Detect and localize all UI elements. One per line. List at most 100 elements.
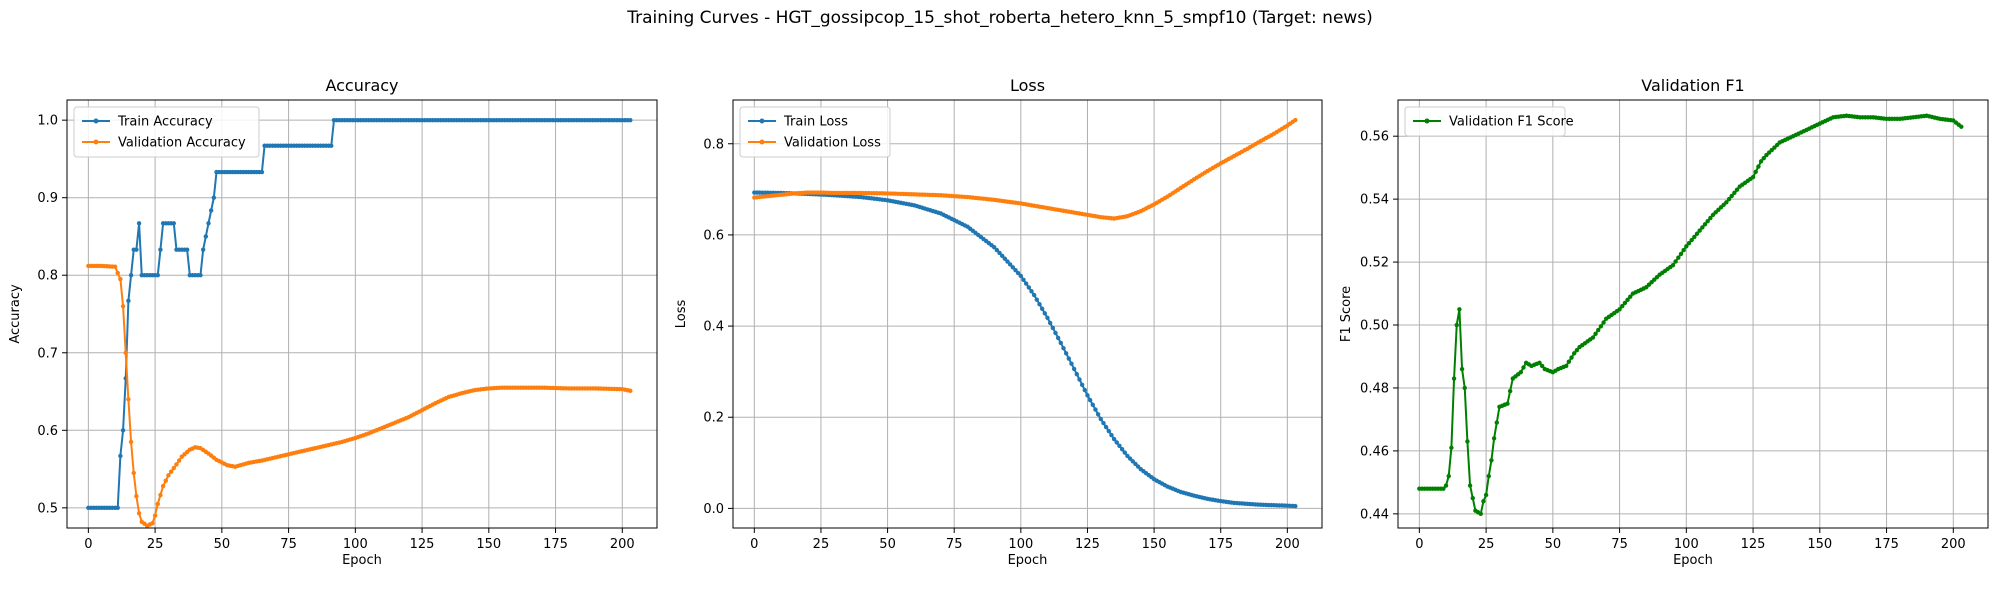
data-point (208, 208, 214, 213)
chart-panel-3: 0 25 50 75 100 125 150 175 200 0.44 0.46 0.48 0.50 0.… (1339, 76, 1989, 568)
data-point (1507, 388, 1513, 394)
data-point (206, 221, 211, 226)
data-point (1446, 473, 1451, 479)
data-point (134, 247, 139, 252)
series-validation-accuracy (86, 263, 633, 528)
data-point (1486, 473, 1491, 479)
data-point (1125, 453, 1130, 459)
legend: Train Accuracy Validation Accuracy (73, 106, 260, 158)
x-tick-label: 125 (1075, 537, 1100, 552)
data-point (166, 473, 171, 478)
y-tick-label: 0.52 (1360, 256, 1389, 271)
data-point (123, 350, 128, 355)
data-point (1481, 499, 1486, 504)
data-point (1066, 356, 1072, 361)
data-point (203, 234, 209, 239)
legend-marker (1424, 118, 1430, 124)
data-point (1069, 361, 1074, 366)
data-point (1702, 222, 1708, 227)
data-point (1053, 330, 1058, 336)
data-point (329, 143, 334, 148)
chart-panel-1: 0 25 50 75 100 125 150 175 200 0.5 0.6 0.7 0.8 0.9 1.0… (8, 76, 658, 568)
data-point (136, 511, 142, 516)
data-point (1063, 351, 1069, 356)
y-tick-label: 0.9 (37, 191, 58, 206)
y-tick-label: 0.56 (1360, 130, 1389, 145)
data-point (1494, 420, 1499, 425)
data-point (1705, 218, 1710, 224)
data-point (160, 483, 166, 489)
data-point (1293, 117, 1298, 123)
legend-marker (759, 139, 765, 145)
data-point (1457, 307, 1462, 312)
x-tick-label: 150 (1807, 537, 1832, 552)
series-train-loss (752, 190, 1298, 509)
data-point (1002, 256, 1008, 261)
data-point (991, 245, 997, 250)
data-point (1678, 251, 1684, 257)
data-point (1103, 424, 1109, 430)
data-point (1750, 174, 1756, 180)
data-point (1061, 345, 1066, 351)
x-tick-label: 125 (410, 537, 435, 552)
x-tick-label: 100 (1008, 537, 1033, 552)
data-point (1095, 412, 1101, 417)
data-point (628, 117, 633, 123)
chart-title: Accuracy (325, 76, 398, 95)
data-point (1601, 320, 1606, 325)
data-point (131, 470, 136, 476)
data-point (126, 397, 131, 402)
data-point (1462, 385, 1467, 391)
y-tick-label: 0.6 (37, 424, 58, 439)
data-point (1101, 420, 1106, 426)
data-point (1518, 370, 1524, 375)
data-point (1489, 458, 1494, 463)
data-point (1729, 193, 1734, 199)
data-point (118, 453, 123, 459)
data-point (1694, 231, 1700, 236)
x-tick-label: 150 (476, 537, 501, 552)
y-tick-label: 0.5 (37, 501, 58, 516)
x-tick-label: 175 (543, 537, 568, 552)
data-point (1470, 495, 1475, 501)
x-tick-label: 200 (610, 537, 635, 552)
series-validation-f1-score (1417, 113, 1964, 517)
data-point (158, 247, 163, 252)
data-point (1676, 255, 1681, 260)
data-point (136, 221, 142, 226)
data-point (1756, 164, 1761, 169)
data-point (1726, 196, 1732, 202)
data-point (1505, 401, 1510, 406)
data-point (1042, 311, 1048, 316)
data-point (1013, 268, 1018, 273)
data-point (128, 439, 134, 445)
data-point (1015, 270, 1021, 276)
legend-marker (759, 118, 765, 124)
data-point (1673, 259, 1678, 264)
data-point (1039, 306, 1045, 311)
data-point (1483, 492, 1489, 498)
y-tick-label: 0.44 (1360, 507, 1389, 522)
data-point (1753, 169, 1758, 175)
data-point (1021, 277, 1026, 282)
data-point (198, 273, 203, 278)
data-point (1443, 483, 1449, 488)
data-point (1572, 351, 1577, 356)
data-point (1491, 436, 1497, 441)
y-tick-label: 0.48 (1360, 381, 1389, 396)
legend-label: Train Accuracy (117, 115, 213, 130)
x-tick-label: 175 (1874, 537, 1899, 552)
data-point (150, 521, 155, 526)
data-point (168, 469, 174, 474)
x-tick-label: 150 (1142, 537, 1167, 552)
data-point (1454, 322, 1459, 328)
data-point (628, 388, 633, 393)
data-point (997, 250, 1002, 256)
axes-frame (66, 99, 658, 529)
data-point (1111, 436, 1117, 442)
data-point (174, 462, 179, 467)
axes-frame (732, 99, 1323, 529)
x-tick-label: 75 (280, 537, 297, 552)
data-point (152, 513, 158, 518)
